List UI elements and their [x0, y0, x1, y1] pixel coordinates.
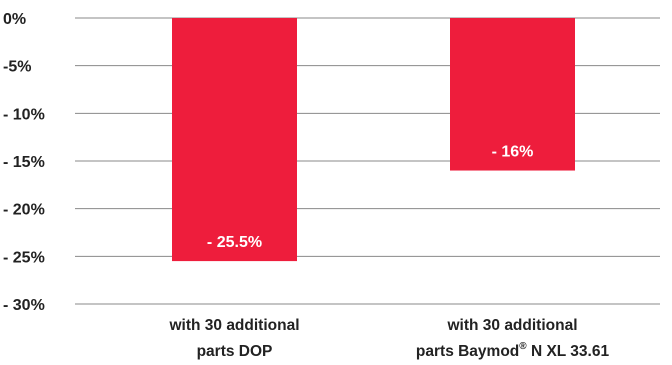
registered-mark: ®	[519, 341, 527, 352]
x-axis-category-labels: with 30 additional parts DOP with 30 addit…	[168, 317, 609, 360]
category-label-text: parts DOP	[197, 343, 273, 360]
y-tick-label: - 20%	[3, 202, 45, 219]
category-label-text: parts Baymod	[416, 343, 519, 360]
y-tick-label: -5%	[3, 59, 31, 76]
y-tick-label: - 15%	[3, 154, 45, 171]
category-label-line1: with 30 additional	[446, 317, 577, 334]
y-tick-label: - 30%	[3, 297, 45, 314]
category-label-suffix: N XL 33.61	[527, 343, 610, 360]
category-label-line1: with 30 additional	[168, 317, 299, 334]
y-tick-label: 0%	[3, 11, 26, 28]
bar	[450, 18, 575, 171]
category-label-line2: parts Baymod® N XL 33.61	[416, 341, 610, 360]
y-tick-label: - 25%	[3, 249, 45, 266]
bar-value-label: - 16%	[492, 144, 534, 161]
data-labels: - 25.5% - 16%	[207, 144, 533, 252]
bars	[172, 18, 575, 262]
bar	[172, 18, 297, 262]
y-axis-tick-labels: 0% -5% - 10% - 15% - 20% - 25% - 30%	[3, 11, 45, 314]
bar-value-label: - 25.5%	[207, 234, 262, 251]
y-tick-label: - 10%	[3, 106, 45, 123]
category-label-line2: parts DOP	[197, 343, 273, 360]
